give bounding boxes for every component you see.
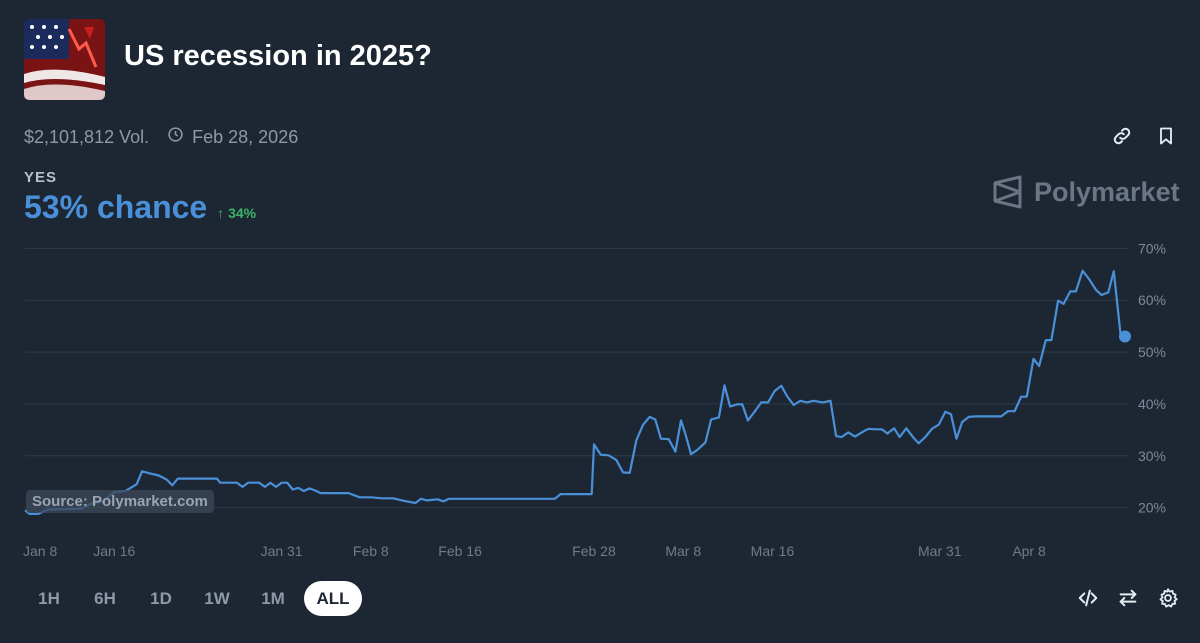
bookmark-icon [1160, 127, 1172, 145]
copy-link-button[interactable] [1110, 124, 1134, 148]
y-tick-label: 70% [1138, 240, 1166, 256]
settings-icon [1159, 588, 1178, 608]
x-tick-label: Jan 31 [261, 543, 303, 559]
price-chart[interactable]: 20% 30% 40% 50% 60% 70% Jan 8 Jan 16 Jan 31 Feb 8… [0, 225, 1200, 565]
change-badge: ↑ 34% [217, 205, 257, 221]
embed-button[interactable] [1076, 586, 1100, 610]
current-value-marker [1119, 330, 1131, 343]
us-flag-recession-image [24, 19, 105, 100]
x-tick-label: Feb 28 [572, 543, 616, 559]
brand-name: Polymarket [1034, 176, 1180, 207]
source-watermark: Source: Polymarket.com [26, 490, 214, 513]
y-tick-label: 40% [1138, 396, 1166, 412]
range-button-1d[interactable]: 1D [150, 588, 172, 608]
chance-row: 53% chance ↑ 34% [24, 189, 256, 226]
bookmark-button[interactable] [1154, 124, 1178, 148]
chance-value: 53% chance [24, 189, 208, 225]
link-icon [1113, 127, 1131, 145]
x-tick-label: Mar 8 [665, 543, 701, 559]
x-tick-label: Feb 16 [438, 543, 482, 559]
y-tick-label: 60% [1138, 292, 1166, 308]
x-tick-label: Mar 16 [751, 543, 795, 559]
x-tick-label: Jan 8 [23, 543, 57, 559]
outcome-label: YES [24, 169, 58, 186]
y-tick-label: 50% [1138, 344, 1166, 360]
y-tick-label: 20% [1138, 500, 1166, 516]
range-button-1m[interactable]: 1M [261, 588, 285, 608]
range-button-1h[interactable]: 1H [38, 588, 60, 608]
range-button-1w[interactable]: 1W [204, 588, 230, 608]
market-meta: $2,101,812 Vol. Feb 28, 2026 [24, 126, 298, 148]
x-tick-label: Feb 8 [353, 543, 389, 559]
market-title: US recession in 2025? [124, 40, 432, 72]
header-actions [1110, 124, 1178, 148]
series-line [24, 269, 1126, 515]
settings-button[interactable] [1156, 586, 1180, 610]
y-tick-label: 30% [1138, 448, 1166, 464]
range-button-all[interactable]: ALL [304, 581, 362, 616]
polymarket-logo-icon [993, 175, 1022, 209]
market-thumbnail [24, 19, 105, 100]
swap-icon [1119, 589, 1137, 607]
chart-tools [1076, 586, 1180, 610]
end-date-text: Feb 28, 2026 [192, 126, 299, 147]
x-tick-label: Mar 31 [918, 543, 962, 559]
clock-icon [167, 126, 184, 148]
x-tick-label: Apr 8 [1012, 543, 1046, 559]
polymarket-brand: Polymarket [992, 175, 1180, 209]
volume-text: $2,101,812 Vol. [24, 126, 150, 147]
x-tick-label: Jan 16 [93, 543, 135, 559]
embed-code-icon [1078, 589, 1098, 607]
time-range-selector: 1H 6H 1D 1W 1M ALL [24, 581, 362, 616]
swap-outcome-button[interactable] [1116, 586, 1140, 610]
range-button-6h[interactable]: 6H [94, 588, 116, 608]
